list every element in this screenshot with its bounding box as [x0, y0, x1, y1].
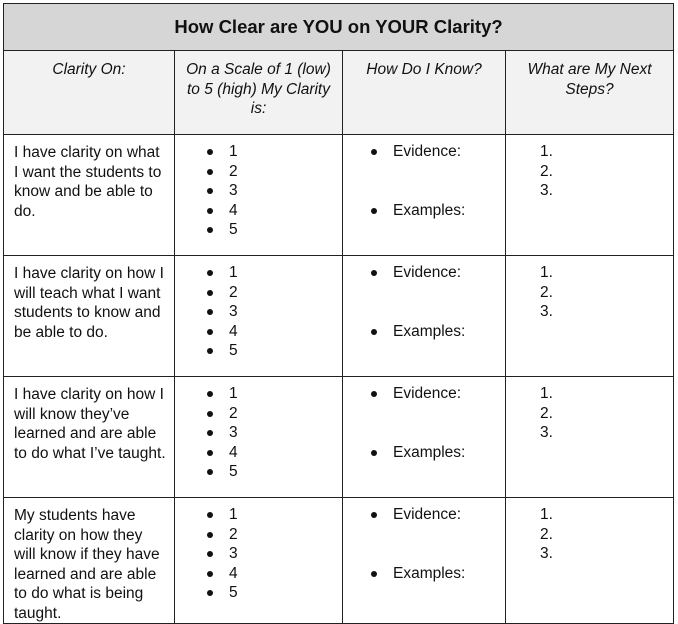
step-item: 3.	[540, 424, 553, 441]
table-row: I have clarity on how I will teach what …	[3, 255, 675, 377]
step-item: 1.	[540, 143, 553, 160]
table-title: How Clear are YOU on YOUR Clarity?	[2, 3, 675, 51]
header-scale: On a Scale of 1 (low) to 5 (high) My Cla…	[174, 50, 343, 135]
table-row: I have clarity on what I want the studen…	[3, 134, 675, 256]
scale-option: 5	[201, 220, 342, 240]
scale-option: 4	[201, 201, 342, 221]
title-row: How Clear are YOU on YOUR Clarity?	[2, 3, 675, 51]
scale-option: 1	[201, 263, 342, 283]
step-item: 1.	[540, 506, 553, 523]
scale-option: 1	[201, 384, 342, 404]
know-list: Evidence: Examples:	[343, 135, 505, 220]
header-row: Clarity On: On a Scale of 1 (low) to 5 (…	[3, 50, 675, 135]
step-item: 3.	[540, 182, 553, 199]
evidence-item: Evidence:	[365, 142, 505, 162]
step-item: 1.	[540, 385, 553, 402]
next-steps-cell: 1. 2. 3.	[504, 376, 675, 498]
know-list: Evidence: Examples:	[343, 256, 505, 341]
clarity-on-cell: I have clarity on how I will teach what …	[3, 255, 175, 377]
next-steps-cell: 1. 2. 3.	[504, 497, 675, 624]
scale-option: 1	[201, 505, 342, 525]
step-item: 3.	[540, 545, 553, 562]
scale-option: 5	[201, 462, 342, 482]
table-row: I have clarity on how I will know they’v…	[3, 376, 675, 498]
header-how-know: How Do I Know?	[342, 50, 506, 135]
step-item: 2.	[540, 525, 553, 543]
header-clarity-on: Clarity On:	[3, 50, 175, 135]
clarity-on-cell: I have clarity on how I will know they’v…	[3, 376, 175, 498]
scale-option: 2	[201, 525, 342, 545]
know-list: Evidence: Examples:	[343, 377, 505, 462]
scale-option: 3	[201, 423, 342, 443]
scale-option: 5	[201, 341, 342, 361]
scale-option: 4	[201, 322, 342, 342]
step-item: 1.	[540, 264, 553, 281]
clarity-on-cell: I have clarity on what I want the studen…	[3, 134, 175, 256]
scale-option: 3	[201, 302, 342, 322]
header-next-steps: What are My Next Steps?	[504, 50, 675, 135]
steps-list: 1. 2. 3.	[506, 377, 673, 443]
how-know-cell: Evidence: Examples:	[342, 376, 506, 498]
step-item: 2.	[540, 404, 553, 422]
clarity-on-cell: My students have clarity on how they wil…	[3, 497, 175, 624]
next-steps-cell: 1. 2. 3.	[504, 134, 675, 256]
steps-list: 1. 2. 3.	[506, 498, 673, 564]
evidence-item: Examples:	[365, 201, 505, 221]
evidence-item: Examples:	[365, 322, 505, 342]
scale-option: 3	[201, 181, 342, 201]
scale-option: 1	[201, 142, 342, 162]
evidence-item: Evidence:	[365, 505, 505, 525]
scale-option: 2	[201, 162, 342, 182]
steps-list: 1. 2. 3.	[506, 135, 673, 201]
step-item: 2.	[540, 283, 553, 301]
step-item: 2.	[540, 162, 553, 180]
scale-option: 4	[201, 443, 342, 463]
table-row: My students have clarity on how they wil…	[3, 497, 675, 624]
how-know-cell: Evidence: Examples:	[342, 134, 506, 256]
know-list: Evidence: Examples:	[343, 498, 505, 583]
next-steps-cell: 1. 2. 3.	[504, 255, 675, 377]
evidence-item: Evidence:	[365, 263, 505, 283]
step-item: 3.	[540, 303, 553, 320]
how-know-cell: Evidence: Examples:	[342, 497, 506, 624]
scale-option: 5	[201, 583, 342, 603]
scale-option: 4	[201, 564, 342, 584]
evidence-item: Evidence:	[365, 384, 505, 404]
steps-list: 1. 2. 3.	[506, 256, 673, 322]
how-know-cell: Evidence: Examples:	[342, 255, 506, 377]
scale-option: 3	[201, 544, 342, 564]
scale-option: 2	[201, 283, 342, 303]
evidence-item: Examples:	[365, 564, 505, 584]
scale-option: 2	[201, 404, 342, 424]
clarity-table: How Clear are YOU on YOUR Clarity? Clari…	[2, 3, 675, 624]
evidence-item: Examples:	[365, 443, 505, 463]
